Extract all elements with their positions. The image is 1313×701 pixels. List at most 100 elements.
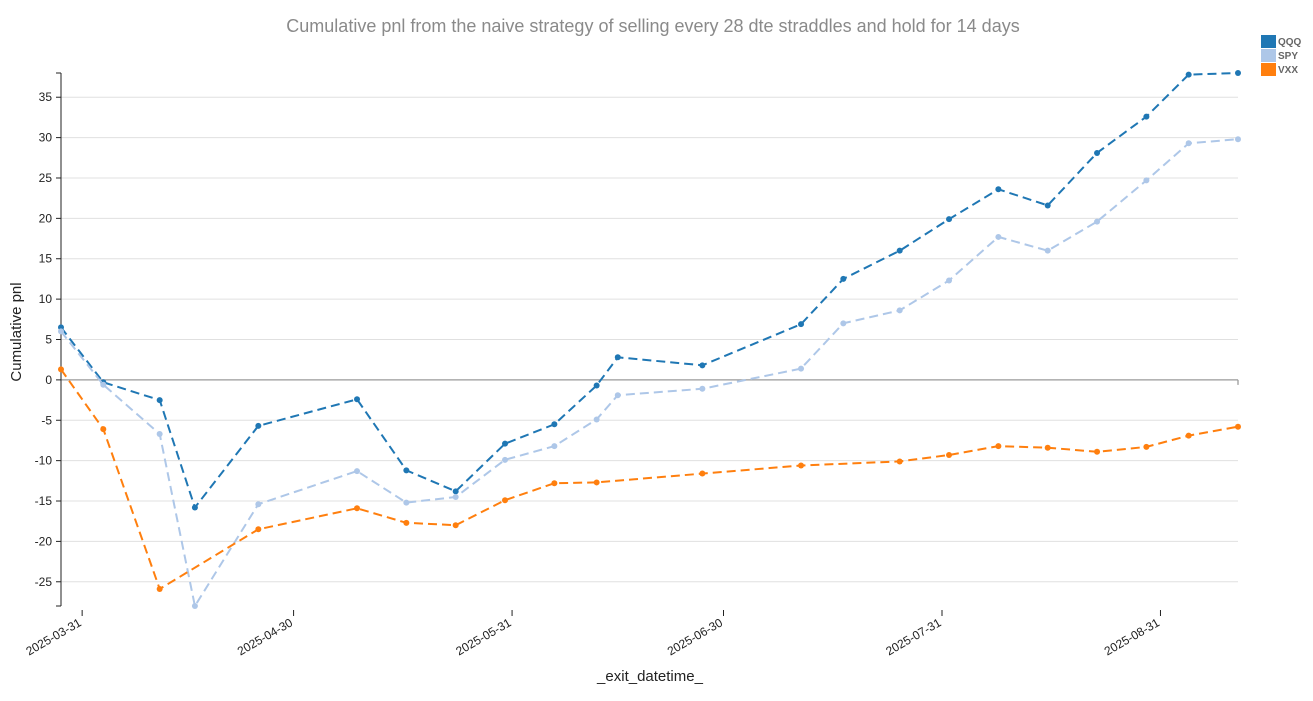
data-point-spy[interactable] — [1185, 140, 1192, 147]
data-point-qqq[interactable] — [354, 396, 361, 403]
data-point-qqq[interactable] — [798, 321, 805, 328]
data-point-spy[interactable] — [452, 493, 459, 500]
data-point-spy[interactable] — [593, 416, 600, 423]
x-axis-label: _exit_datetime_ — [596, 668, 704, 685]
data-point-vxx[interactable] — [896, 458, 903, 465]
x-tick-label: 2025-05-31 — [453, 615, 513, 658]
y-tick-label: 10 — [39, 292, 53, 306]
series-line-qqq — [60, 72, 1239, 510]
y-tick-label: 35 — [39, 90, 53, 104]
y-tick-label: -20 — [35, 534, 53, 548]
x-tick-label: 2025-07-31 — [883, 615, 943, 658]
data-point-qqq[interactable] — [1143, 113, 1150, 120]
data-point-spy[interactable] — [502, 456, 509, 463]
data-point-vxx[interactable] — [502, 497, 509, 504]
data-point-vxx[interactable] — [1094, 448, 1101, 455]
data-point-qqq[interactable] — [1094, 149, 1101, 156]
data-point-spy[interactable] — [403, 499, 410, 506]
data-point-spy[interactable] — [1235, 136, 1241, 143]
legend-label-vxx[interactable]: VXX — [1278, 65, 1298, 76]
chart-title: Cumulative pnl from the naive strategy o… — [286, 16, 1019, 36]
data-point-spy[interactable] — [1044, 247, 1051, 254]
x-tick-label: 2025-06-30 — [665, 615, 725, 658]
x-tick-label: 2025-04-30 — [235, 615, 295, 658]
y-tick-label: 15 — [39, 252, 53, 266]
data-point-qqq[interactable] — [1235, 70, 1241, 76]
data-point-spy[interactable] — [1143, 177, 1150, 184]
data-point-vxx[interactable] — [995, 443, 1002, 450]
y-axis-label: Cumulative pnl — [8, 282, 25, 381]
data-point-vxx[interactable] — [1143, 443, 1150, 450]
data-point-spy[interactable] — [191, 603, 198, 609]
series-qqq — [58, 70, 1241, 511]
data-point-vxx[interactable] — [403, 519, 410, 526]
data-point-spy[interactable] — [896, 307, 903, 314]
y-tick-label: 0 — [45, 373, 52, 387]
axes: 35 30 25 20 15 10 5 0 -5 -10 -15 -20 -25 2025-03-31 20… — [23, 72, 1239, 658]
legend-swatch-spy[interactable] — [1261, 49, 1276, 62]
legend-swatch-vxx[interactable] — [1261, 63, 1276, 76]
data-point-qqq[interactable] — [896, 247, 903, 254]
legend-swatch-qqq[interactable] — [1261, 35, 1276, 48]
legend-label-spy[interactable]: SPY — [1278, 51, 1298, 62]
data-point-qqq[interactable] — [191, 504, 198, 511]
data-point-qqq[interactable] — [946, 216, 953, 223]
data-point-spy[interactable] — [156, 430, 163, 437]
data-point-vxx[interactable] — [1235, 423, 1241, 430]
data-point-spy[interactable] — [100, 381, 107, 388]
data-point-spy[interactable] — [995, 233, 1002, 240]
data-point-vxx[interactable] — [798, 462, 805, 469]
data-point-qqq[interactable] — [1185, 71, 1192, 78]
x-tick-label: 2025-08-31 — [1102, 615, 1162, 658]
data-point-vxx[interactable] — [946, 451, 953, 458]
y-tick-label: 20 — [39, 211, 53, 225]
data-point-vxx[interactable] — [156, 586, 163, 593]
data-point-spy[interactable] — [255, 501, 262, 508]
y-tick-label: -5 — [41, 413, 52, 427]
data-point-spy[interactable] — [1094, 218, 1101, 225]
series-line-vxx — [60, 368, 1239, 591]
data-point-spy[interactable] — [551, 443, 558, 450]
series-group — [58, 70, 1241, 609]
y-tick-label: -15 — [35, 494, 53, 508]
data-point-vxx[interactable] — [593, 479, 600, 486]
series-vxx — [58, 366, 1241, 593]
legend-label-qqq[interactable]: QQQ — [1278, 37, 1302, 48]
data-point-vxx[interactable] — [58, 366, 64, 373]
data-point-vxx[interactable] — [452, 522, 459, 529]
x-tick-label: 2025-03-31 — [23, 615, 83, 658]
data-point-qqq[interactable] — [255, 422, 262, 429]
data-point-qqq[interactable] — [1044, 202, 1051, 209]
data-point-vxx[interactable] — [255, 526, 262, 533]
data-point-vxx[interactable] — [1044, 444, 1051, 451]
data-point-spy[interactable] — [58, 328, 64, 335]
data-point-vxx[interactable] — [100, 426, 107, 433]
data-point-vxx[interactable] — [1185, 432, 1192, 439]
legend: QQQ SPY VXX — [1261, 35, 1302, 76]
data-point-vxx[interactable] — [699, 470, 706, 477]
data-point-qqq[interactable] — [593, 382, 600, 389]
y-tick-label: 5 — [45, 333, 52, 347]
data-point-qqq[interactable] — [699, 362, 706, 369]
data-point-qqq[interactable] — [502, 440, 509, 447]
data-point-vxx[interactable] — [354, 505, 361, 512]
y-tick-label: 25 — [39, 171, 53, 185]
data-point-spy[interactable] — [946, 277, 953, 284]
data-point-qqq[interactable] — [156, 397, 163, 404]
data-point-spy[interactable] — [699, 385, 706, 392]
data-point-vxx[interactable] — [551, 480, 558, 487]
data-point-qqq[interactable] — [614, 354, 621, 361]
data-point-qqq[interactable] — [452, 488, 459, 495]
data-point-qqq[interactable] — [551, 421, 558, 428]
series-spy — [58, 136, 1241, 609]
data-point-spy[interactable] — [798, 365, 805, 372]
y-tick-label: -10 — [35, 454, 53, 468]
data-point-qqq[interactable] — [995, 186, 1002, 193]
data-point-spy[interactable] — [840, 320, 847, 327]
y-tick-label: -25 — [35, 575, 53, 589]
data-point-qqq[interactable] — [840, 275, 847, 282]
data-point-qqq[interactable] — [403, 467, 410, 474]
data-point-spy[interactable] — [354, 468, 361, 475]
data-point-spy[interactable] — [614, 392, 621, 399]
